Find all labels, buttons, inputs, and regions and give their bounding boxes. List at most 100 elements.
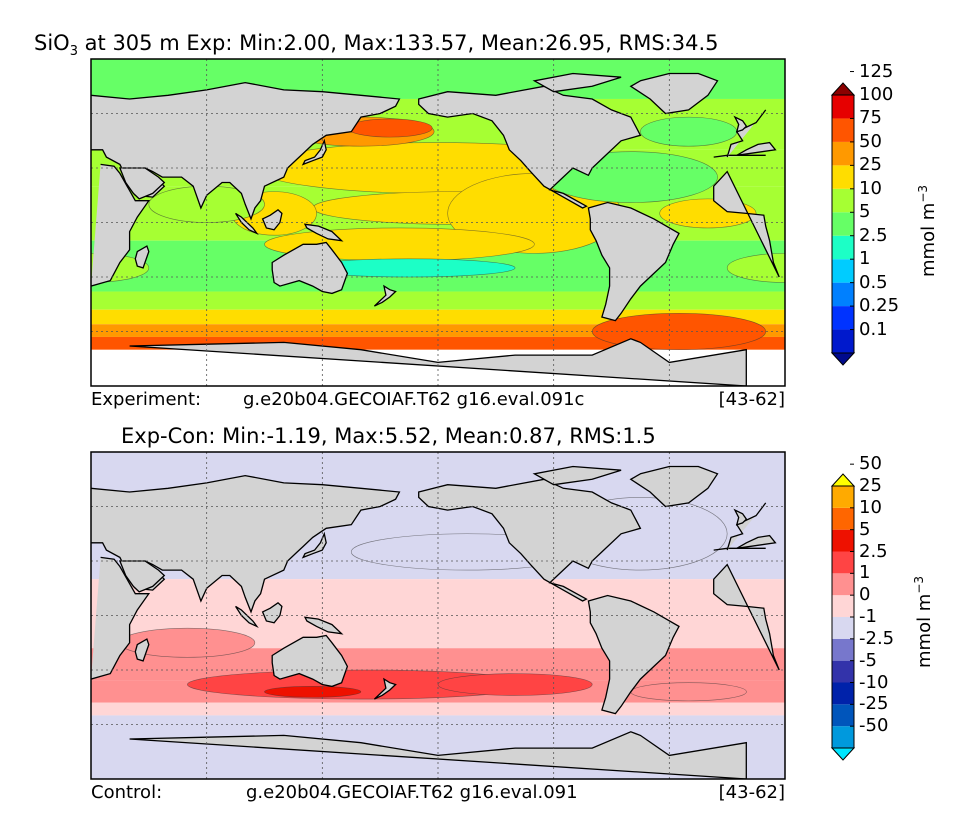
contour-region-13 — [0, 199, 62, 228]
experiment-colorbar-units: mmol m−3 — [916, 184, 939, 277]
difference-colorbar-label: 0 — [859, 584, 871, 606]
colorbar-extend-max — [830, 473, 856, 487]
uk-landmass — [733, 508, 748, 526]
control-footer-label: Control: — [91, 782, 163, 803]
contour-region-2-wrap2 — [881, 670, 969, 699]
experiment-colorbar-label: 0.5 — [859, 271, 888, 293]
contour-region-5-wrap1 — [630, 682, 747, 702]
experiment-panel-title: SiO3 at 305 m Exp: Min:2.00, Max:133.57,… — [34, 31, 719, 64]
difference-colorbar-label: 2.5 — [859, 540, 888, 562]
contour-region-0-wrap2 — [949, 143, 969, 194]
experiment-footer-years: [43-62] — [718, 389, 785, 410]
north-america-landmass — [418, 478, 642, 602]
arabia-landmass — [118, 167, 166, 200]
antarctica-landmass — [129, 731, 747, 779]
colorbar-segment-6 — [832, 188, 854, 213]
arctic-islands-landmass — [532, 72, 622, 93]
colorbar-extend-min — [830, 747, 856, 761]
map-frame — [90, 58, 786, 387]
title-variable-subscript: 3 — [69, 44, 78, 60]
experiment-colorbar-label: 5 — [859, 201, 871, 223]
contour-region-10 — [0, 117, 43, 146]
japan-landmass — [301, 138, 327, 166]
colorbar-segment-7 — [832, 165, 854, 189]
colorbar-segment-5 — [832, 617, 854, 639]
contour-region-3-wrap1 — [437, 673, 593, 696]
experiment-colorbar-label: 25 — [859, 154, 882, 176]
colorbar-segment-1 — [832, 704, 854, 727]
contour-region-10-wrap1 — [640, 116, 738, 147]
colorbar-extend-max — [830, 82, 856, 96]
contour-region-9 — [0, 152, 24, 203]
difference-colorbar — [830, 463, 856, 761]
south-america-landmass — [587, 594, 680, 715]
greenland-landmass — [629, 72, 719, 115]
colorbar-segment-2 — [832, 682, 854, 705]
colorbar-segment-4 — [832, 638, 854, 661]
experiment-colorbar-label: 1 — [859, 248, 871, 270]
difference-panel-title: Exp-Con: Min:-1.19, Max:5.52, Mean:0.87,… — [121, 424, 656, 448]
colorbar-segment-1 — [832, 306, 854, 330]
antarctica-landmass — [129, 338, 747, 386]
difference-colorbar-label: -50 — [859, 715, 889, 737]
experiment-footer-run: g.e20b04.GECOIAF.T62 g16.eval.091c — [243, 389, 585, 410]
australia-landmass — [271, 634, 349, 688]
experiment-colorbar-label: 125 — [859, 60, 894, 82]
arabia-landmass — [118, 560, 166, 593]
contour-region-3-wrap2 — [959, 228, 969, 261]
colorbar-segment-2 — [832, 282, 854, 307]
new-guinea-landmass — [303, 223, 344, 242]
borneo-landmass — [261, 601, 283, 624]
colorbar-segment-10 — [832, 507, 854, 530]
north-america-landmass — [418, 85, 642, 209]
madagascar-landmass — [134, 638, 150, 662]
title-variable: SiO — [34, 31, 70, 55]
contour-region-12 — [0, 313, 72, 349]
colorbar-extend-min — [830, 352, 856, 366]
colorbar-segment-7 — [832, 573, 854, 596]
experiment-map — [0, 58, 969, 387]
difference-colorbar-label: 1 — [859, 562, 871, 584]
difference-colorbar-label: -2.5 — [859, 627, 895, 649]
difference-colorbar-label: -5 — [859, 649, 877, 671]
difference-colorbar-label: 25 — [859, 475, 882, 496]
colorbar-segment-5 — [832, 212, 854, 236]
colorbar-segment-3 — [832, 259, 854, 283]
colorbar-segment-9 — [832, 529, 854, 552]
australia-landmass — [271, 241, 349, 295]
control-footer-run: g.e20b04.GECOIAF.T62 g16.eval.091 — [246, 782, 578, 803]
experiment-colorbar-label: 10 — [859, 177, 882, 199]
difference-colorbar-label: -1 — [859, 606, 877, 627]
contour-region-4-wrap2 — [959, 686, 969, 697]
difference-colorbar-label: -25 — [859, 693, 889, 715]
difference-map — [0, 451, 969, 780]
colorbar-segment-4 — [832, 235, 854, 260]
japan-landmass — [301, 531, 327, 559]
experiment-colorbar-label: 50 — [859, 130, 882, 152]
colorbar-segment-3 — [832, 660, 854, 683]
colorbar-frame — [831, 94, 855, 354]
difference-colorbar-label: 5 — [859, 518, 871, 540]
experiment-colorbar-label: 100 — [859, 84, 894, 105]
experiment-colorbar-label: 75 — [859, 107, 882, 129]
colorbar-segment-8 — [832, 141, 854, 166]
contour-region-6-wrap1 — [347, 118, 433, 138]
difference-colorbar-units: mmol m−3 — [912, 575, 935, 668]
experiment-colorbar — [830, 71, 856, 366]
south-america-landmass — [587, 201, 680, 322]
greenland-landmass — [629, 465, 719, 508]
new-guinea-landmass — [303, 616, 344, 635]
difference-colorbar-label: 10 — [859, 496, 882, 518]
map-frame — [90, 451, 786, 780]
madagascar-landmass — [134, 245, 150, 269]
new-zealand-landmass — [373, 677, 397, 700]
borneo-landmass — [261, 208, 283, 231]
difference-colorbar-label: -10 — [859, 671, 889, 693]
colorbar-segment-11 — [832, 486, 854, 508]
new-zealand-landmass — [373, 284, 397, 307]
colorbar-segment-9 — [832, 118, 854, 142]
colorbar-segment-10 — [832, 95, 854, 119]
difference-colorbar-label: 50 — [859, 453, 882, 475]
contour-region-5 — [0, 683, 52, 701]
